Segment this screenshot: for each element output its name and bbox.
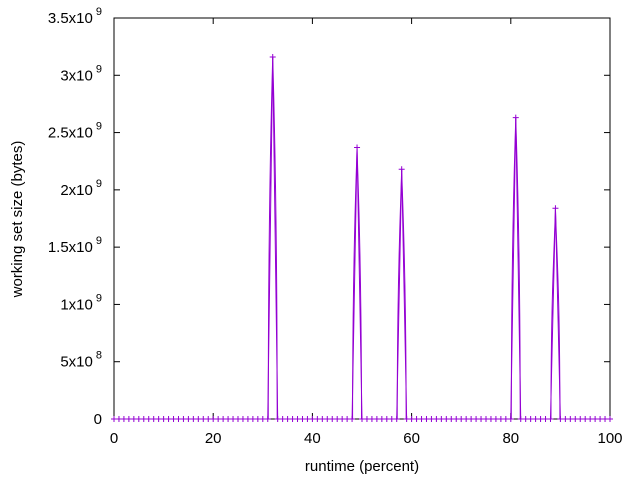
y-tick-mantissa: 2x10 (60, 182, 93, 199)
x-tick-label: 20 (205, 430, 222, 447)
series-line (114, 56, 610, 420)
y-tick-mantissa: 2.5x10 (48, 125, 93, 142)
x-tick-label: 100 (597, 430, 622, 447)
y-tick-label: 2.5x10 9 (48, 121, 102, 142)
data-point (507, 416, 514, 422)
y-tick-label: 1x10 9 (60, 292, 102, 313)
x-axis: 0 20 40 60 80 100 (110, 18, 623, 447)
y-tick-mantissa: 1x10 (60, 296, 93, 313)
data-point (264, 416, 271, 422)
data-point (269, 53, 276, 60)
y-tick-exponent: 9 (96, 6, 102, 18)
y-tick-label: 1.5x10 9 (48, 235, 102, 256)
x-tick-label: 60 (403, 430, 420, 447)
peak-envelope (510, 117, 521, 420)
y-tick-exponent: 9 (96, 63, 102, 75)
y-tick-label: 5x10 8 (60, 350, 102, 371)
y-axis-label: working set size (bytes) (9, 141, 26, 299)
y-tick-exponent: 9 (96, 235, 102, 247)
plot-frame (113, 17, 611, 420)
peak-envelope (550, 208, 561, 420)
y-tick-label: 3.5x10 9 (48, 6, 102, 27)
y-tick-label: 2x10 9 (60, 178, 102, 199)
x-tick-label: 40 (304, 430, 321, 447)
data-point (398, 166, 405, 173)
x-axis-label: runtime (percent) (305, 458, 419, 475)
y-tick-label: 3x10 9 (60, 63, 102, 84)
peak-envelope (267, 56, 278, 420)
y-tick-label: 0 (94, 411, 102, 428)
data-point (607, 416, 613, 422)
data-point (349, 416, 356, 422)
y-tick-mantissa: 3.5x10 (48, 10, 93, 27)
x-tick-label: 80 (502, 430, 519, 447)
y-tick-exponent: 9 (96, 178, 102, 190)
peak-envelope (352, 147, 362, 420)
peak-envelope (396, 169, 407, 420)
data-point (547, 416, 554, 422)
data-point (393, 416, 400, 422)
y-tick-mantissa: 1.5x10 (48, 239, 93, 256)
series-working-set (111, 53, 613, 422)
y-tick-mantissa: 0 (94, 411, 102, 428)
data-point (552, 205, 559, 212)
y-tick-mantissa: 3x10 (60, 67, 93, 84)
y-tick-exponent: 8 (96, 350, 102, 362)
data-point (354, 144, 361, 151)
data-point (512, 114, 519, 121)
y-tick-exponent: 9 (96, 121, 102, 133)
y-tick-exponent: 9 (96, 292, 102, 304)
y-tick-mantissa: 5x10 (60, 354, 93, 371)
x-tick-label: 0 (110, 430, 118, 447)
